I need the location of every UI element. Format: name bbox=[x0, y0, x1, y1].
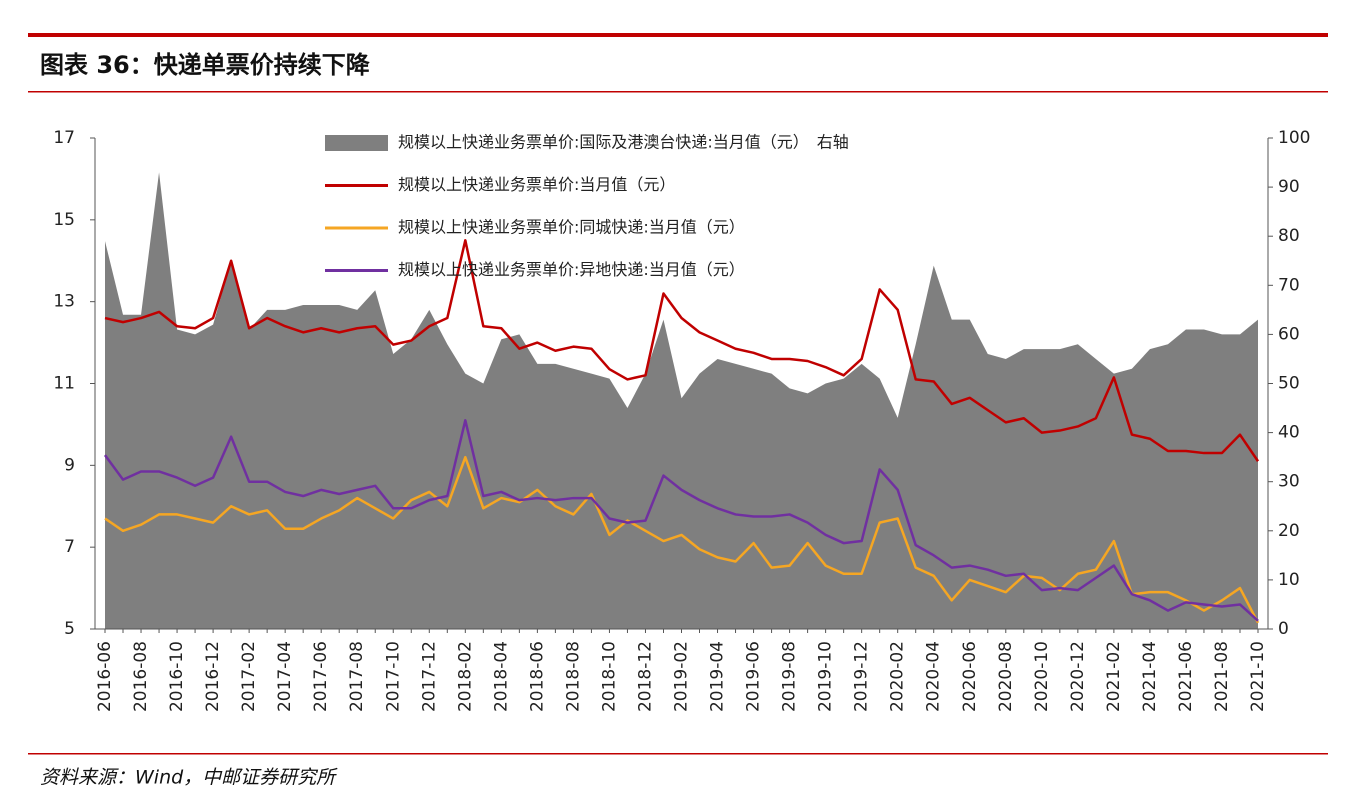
x-tick-label: 2019-08 bbox=[780, 641, 800, 712]
y2-tick-label: 80 bbox=[1278, 226, 1300, 246]
x-tick-label: 2017-08 bbox=[347, 641, 367, 712]
y-tick-label: 11 bbox=[53, 374, 75, 394]
y-tick-label: 5 bbox=[64, 619, 75, 639]
x-tick-label: 2019-04 bbox=[708, 641, 728, 712]
x-tick-label: 2017-06 bbox=[311, 641, 331, 712]
header-rule bbox=[28, 91, 1328, 93]
x-tick-label: 2019-06 bbox=[744, 641, 764, 712]
legend-label: 规模以上快递业务票单价:异地快递:当月值（元） bbox=[398, 260, 745, 279]
y-tick-label: 17 bbox=[53, 128, 75, 148]
header-rule bbox=[28, 33, 1328, 37]
legend-swatch bbox=[325, 135, 388, 151]
area bbox=[105, 172, 1258, 629]
x-tick-label: 2017-02 bbox=[239, 641, 259, 712]
y2-tick-label: 70 bbox=[1278, 275, 1300, 295]
x-tick-label: 2019-02 bbox=[672, 641, 692, 712]
legend-label: 规模以上快递业务票单价:同城快递:当月值（元） bbox=[398, 218, 745, 237]
y-tick-label: 9 bbox=[64, 455, 75, 475]
x-tick-label: 2017-12 bbox=[419, 641, 439, 712]
x-tick-label: 2018-04 bbox=[491, 641, 511, 712]
footer-rule bbox=[28, 753, 1328, 755]
y-tick-label: 15 bbox=[53, 210, 75, 230]
line bbox=[104, 455, 1260, 624]
x-tick-label: 2016-10 bbox=[167, 641, 187, 712]
line bbox=[104, 239, 1260, 462]
x-tick-label: 2016-12 bbox=[203, 641, 223, 712]
y2-tick-label: 10 bbox=[1278, 570, 1300, 590]
x-tick-label: 2021-02 bbox=[1104, 641, 1124, 712]
legend-label: 规模以上快递业务票单价:国际及港澳台快递:当月值（元） 右轴 bbox=[398, 133, 849, 152]
y2-tick-label: 100 bbox=[1278, 128, 1310, 148]
y2-tick-label: 50 bbox=[1278, 374, 1300, 394]
y-tick-label: 13 bbox=[53, 292, 75, 312]
x-tick-label: 2020-04 bbox=[924, 641, 944, 712]
x-tick-label: 2018-10 bbox=[599, 641, 619, 712]
x-tick-label: 2019-10 bbox=[816, 641, 836, 712]
legend-label: 规模以上快递业务票单价:当月值（元） bbox=[398, 175, 675, 194]
x-tick-label: 2019-12 bbox=[852, 641, 872, 712]
x-tick-label: 2021-06 bbox=[1176, 641, 1196, 712]
x-tick-label: 2020-06 bbox=[960, 641, 980, 712]
x-tick-label: 2021-04 bbox=[1140, 641, 1160, 712]
line bbox=[103, 419, 1259, 622]
source: 资料来源：Wind，中邮证券研究所 bbox=[40, 767, 338, 789]
x-tick-label: 2020-02 bbox=[888, 641, 908, 712]
y2-tick-label: 0 bbox=[1278, 619, 1289, 639]
y2-tick-label: 60 bbox=[1278, 324, 1300, 344]
y2-tick-label: 40 bbox=[1278, 423, 1300, 443]
y2-tick-label: 20 bbox=[1278, 521, 1300, 541]
chart-title: 图表 36：快递单票价持续下降 bbox=[40, 51, 371, 79]
x-tick-label: 2016-06 bbox=[95, 641, 115, 712]
x-tick-label: 2020-12 bbox=[1068, 641, 1088, 712]
x-tick-label: 2020-10 bbox=[1032, 641, 1052, 712]
x-tick-label: 2017-10 bbox=[383, 641, 403, 712]
x-tick-label: 2018-02 bbox=[455, 641, 475, 712]
x-tick-label: 2018-08 bbox=[563, 641, 583, 712]
x-tick-label: 2018-06 bbox=[527, 641, 547, 712]
y-tick-label: 7 bbox=[64, 537, 75, 557]
x-tick-label: 2017-04 bbox=[275, 641, 295, 712]
x-tick-label: 2018-12 bbox=[635, 641, 655, 712]
y2-tick-label: 90 bbox=[1278, 177, 1300, 197]
x-tick-label: 2021-08 bbox=[1212, 641, 1232, 712]
x-tick-label: 2020-08 bbox=[996, 641, 1016, 712]
x-tick-label: 2021-10 bbox=[1248, 641, 1268, 712]
x-tick-label: 2016-08 bbox=[131, 641, 151, 712]
y2-tick-label: 30 bbox=[1278, 472, 1300, 492]
